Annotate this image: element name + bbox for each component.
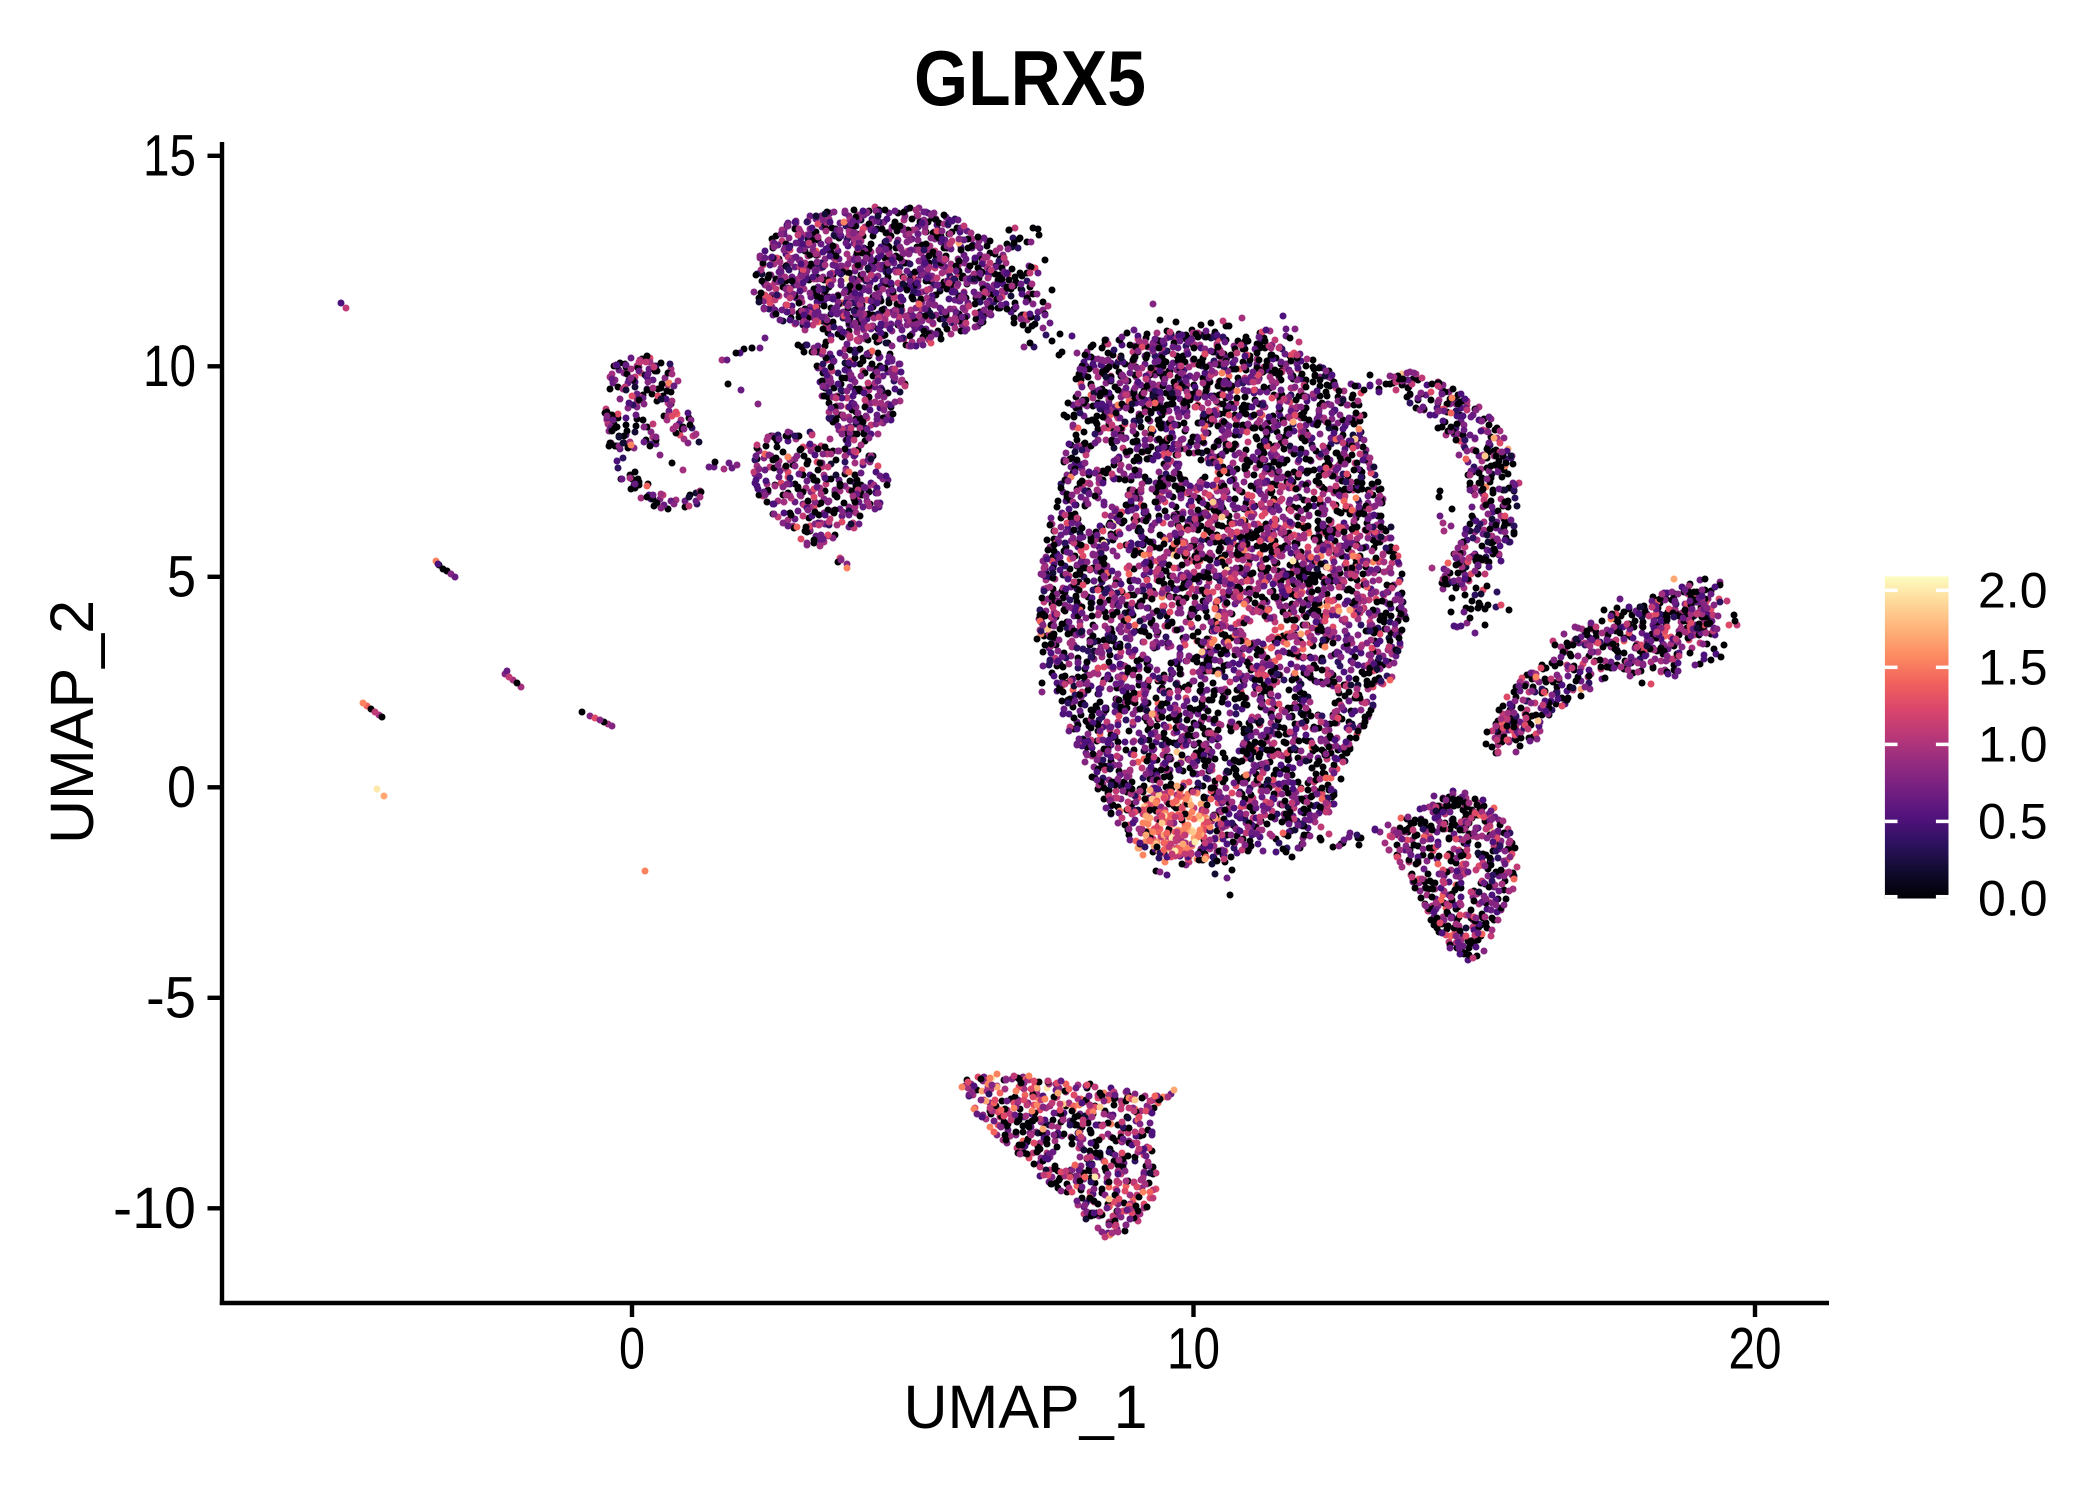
svg-text:10: 10 — [143, 334, 196, 399]
svg-text:2.0: 2.0 — [1978, 562, 2048, 618]
svg-text:0.5: 0.5 — [1978, 793, 2048, 849]
svg-text:1.0: 1.0 — [1978, 716, 2048, 772]
svg-text:UMAP_1: UMAP_1 — [903, 1373, 1147, 1441]
svg-text:5: 5 — [167, 544, 196, 609]
svg-text:0.0: 0.0 — [1978, 871, 2048, 927]
svg-text:UMAP_2: UMAP_2 — [38, 600, 106, 844]
svg-text:0: 0 — [167, 755, 196, 820]
svg-text:0: 0 — [619, 1317, 645, 1382]
svg-text:-10: -10 — [113, 1176, 196, 1241]
svg-text:-5: -5 — [146, 965, 196, 1030]
svg-text:1.5: 1.5 — [1978, 639, 2048, 695]
svg-text:GLRX5: GLRX5 — [914, 34, 1146, 122]
svg-text:10: 10 — [1167, 1317, 1220, 1382]
svg-text:15: 15 — [143, 123, 196, 188]
svg-text:20: 20 — [1729, 1317, 1782, 1382]
